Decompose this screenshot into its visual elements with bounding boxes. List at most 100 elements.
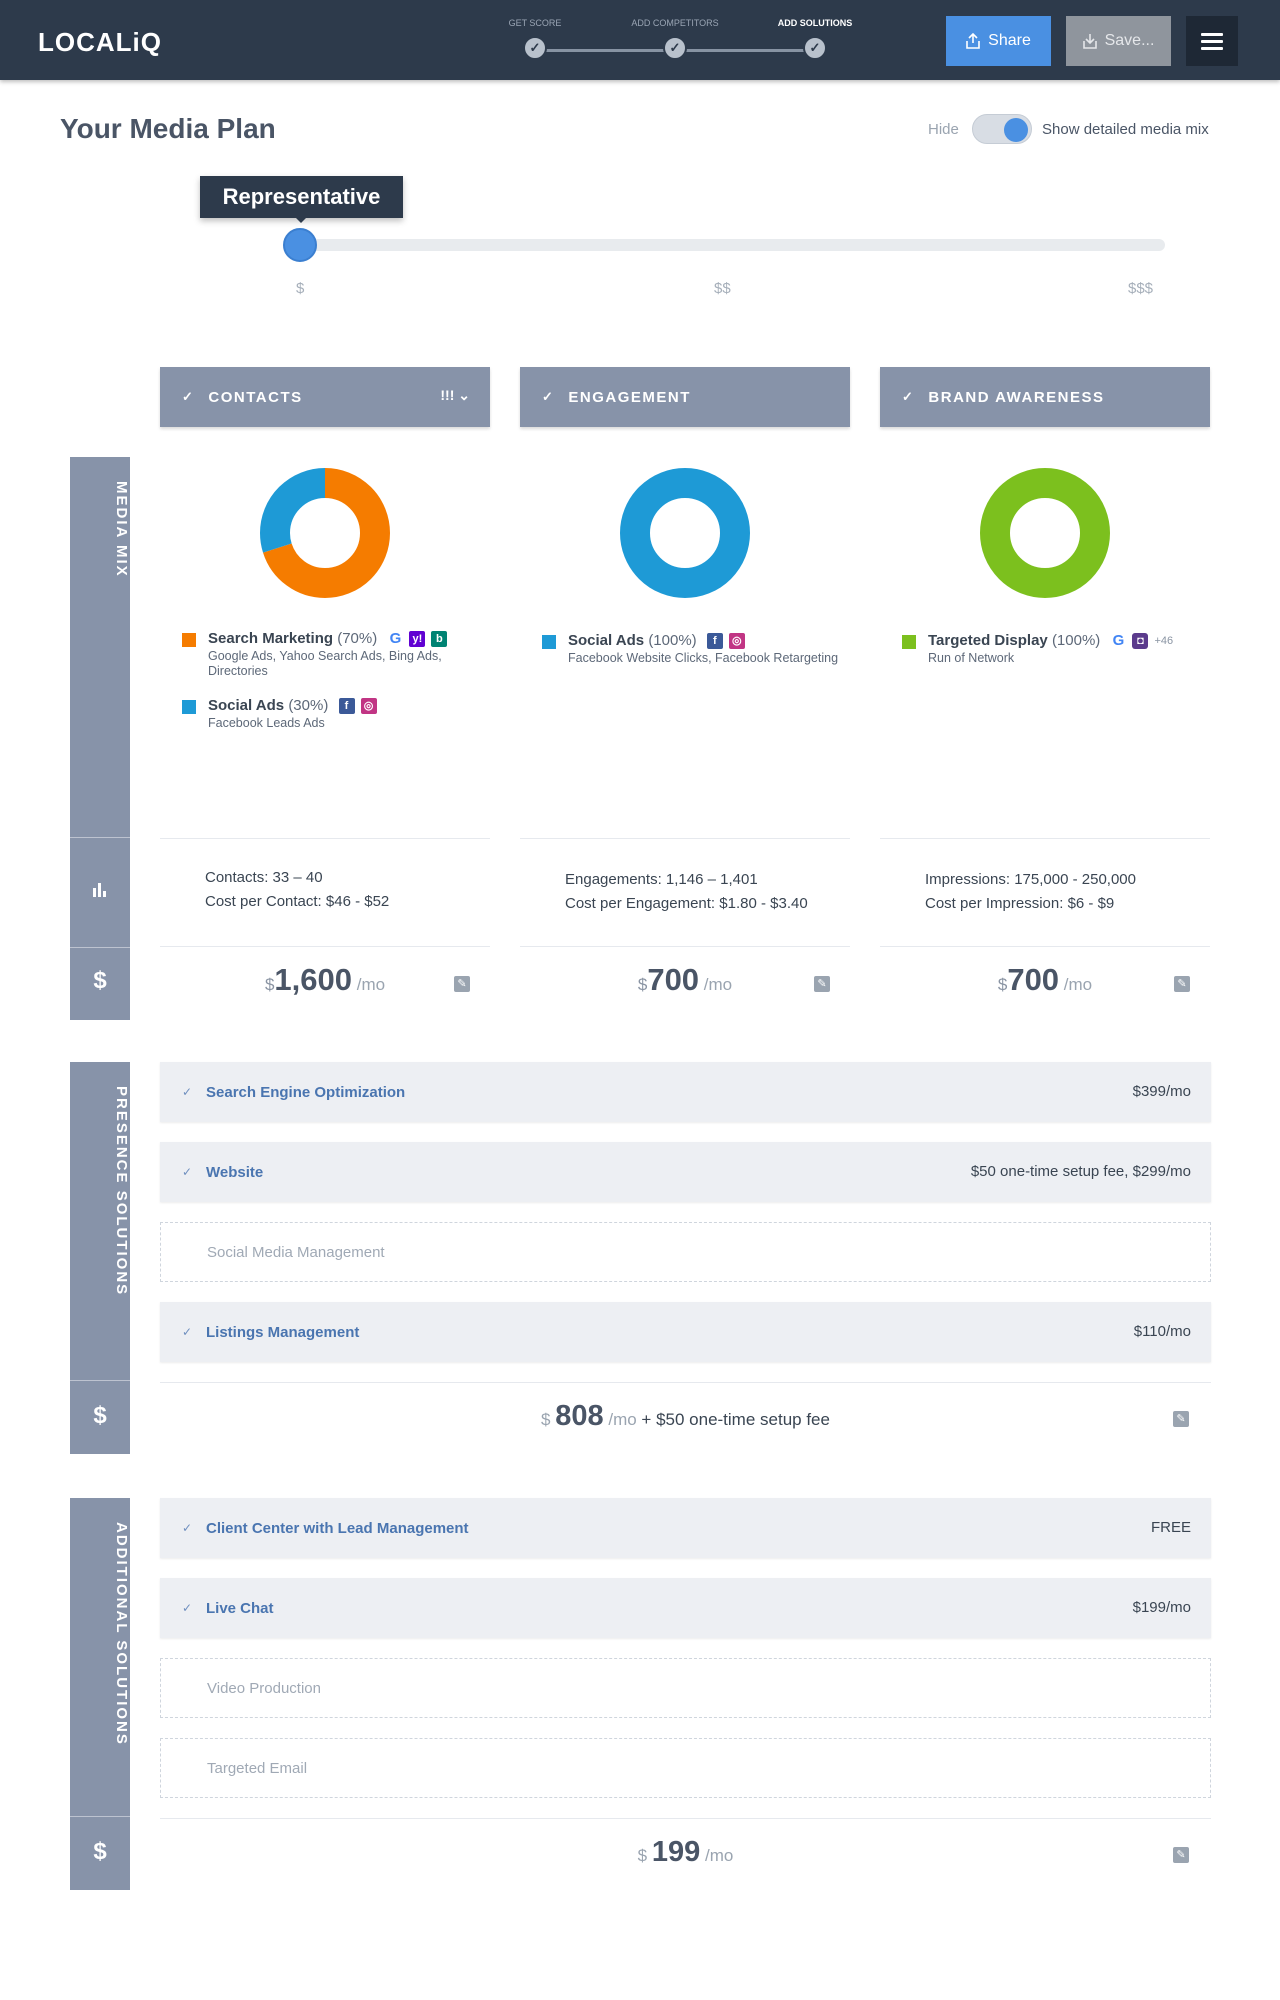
edit-icon[interactable]: ✎ <box>454 976 470 992</box>
budget-slider-thumb[interactable] <box>283 228 317 262</box>
edit-icon[interactable]: ✎ <box>814 976 830 992</box>
solution-social-media-management[interactable]: ✓ Social Media Management <box>160 1222 1211 1282</box>
budget-slider-track[interactable] <box>290 239 1165 251</box>
check-icon: ✓ <box>182 389 195 404</box>
check-icon: ✓ <box>523 36 547 60</box>
more-brands-count[interactable]: +46 <box>1154 635 1174 648</box>
total-amount: 199 <box>651 1836 701 1868</box>
top-bar: LOCALiQ GET SCORE ✓ ADD COMPETITORS ✓ AD… <box>0 0 1280 80</box>
step-label: ADD COMPETITORS <box>631 18 719 28</box>
share-button[interactable]: Share <box>946 16 1051 66</box>
legend-name: Social Ads <box>568 632 645 649</box>
legend-name: Social Ads <box>208 697 285 715</box>
yahoo-icon: y! <box>409 631 426 648</box>
facebook-icon: f <box>706 633 723 650</box>
stat-label: Cost per Contact: <box>205 893 322 910</box>
solution-cost: FREE <box>1150 1519 1191 1536</box>
stat-value: 175,000 - 250,000 <box>1014 871 1136 888</box>
presence-section-label: PRESENCE SOLUTIONS $ <box>70 1062 130 1454</box>
solution-name: Client Center with Lead Management <box>206 1519 469 1537</box>
share-icon <box>966 33 980 49</box>
price-amount: 700 <box>647 962 700 997</box>
instagram-icon: ◎ <box>728 633 745 650</box>
legend-swatch <box>542 635 556 649</box>
check-icon: ✓ <box>182 1601 193 1615</box>
column-brand-awareness: Targeted Display (100%) G ◘ +46 Run of Net… <box>880 440 1210 1020</box>
instagram-icon: ◎ <box>360 698 377 715</box>
legend-sub: Facebook Website Clicks, Facebook Retarg… <box>568 651 839 666</box>
total-per: /mo <box>704 1846 734 1865</box>
check-icon: ✓ <box>182 1521 193 1535</box>
brand-awareness-stats: Impressions: 175,000 - 250,000 Cost per … <box>925 868 1136 916</box>
column-header-contacts[interactable]: ✓ CONTACTS !!! ⌄ <box>160 367 490 427</box>
check-icon: ✓ <box>182 1085 193 1099</box>
column-header-label: ENGAGEMENT <box>568 388 691 406</box>
column-header-engagement[interactable]: ✓ ENGAGEMENT <box>520 367 850 427</box>
price-per: /mo <box>1063 975 1093 994</box>
stat-label: Cost per Engagement: <box>565 895 716 912</box>
legend-sub: Facebook Leads Ads <box>208 716 325 731</box>
donut-slice-2 <box>260 468 390 598</box>
media-mix-toggle[interactable] <box>972 114 1032 144</box>
column-header-label: BRAND AWARENESS <box>928 388 1105 406</box>
engagement-price: $700 /mo <box>637 962 733 997</box>
solution-cost: $399/mo <box>1132 1083 1191 1100</box>
chevron-down-icon: ⌄ <box>458 387 470 403</box>
solution-name: Live Chat <box>206 1599 274 1617</box>
stat-label: Contacts: <box>205 869 269 886</box>
dollar-icon: $ <box>93 967 107 994</box>
solution-website[interactable]: ✓ Website $50 one-time setup fee, $299/m… <box>160 1142 1211 1202</box>
column-header-brand-awareness[interactable]: ✓ BRAND AWARENESS <box>880 367 1210 427</box>
step-label: ADD SOLUTIONS <box>777 18 853 28</box>
share-label: Share <box>988 32 1031 49</box>
legend-item-social-ads: Social Ads (100%) f ◎ Facebook Website Cl… <box>542 632 842 666</box>
bar-chart-icon <box>70 877 130 905</box>
solution-client-center[interactable]: ✓ Client Center with Lead Management FRE… <box>160 1498 1211 1558</box>
total-amount: 808 <box>555 1400 604 1432</box>
download-icon <box>1082 34 1097 49</box>
step-add-solutions[interactable]: ADD SOLUTIONS ✓ <box>760 16 870 60</box>
additional-total: $ 199 /mo <box>637 1836 734 1868</box>
step-add-competitors[interactable]: ADD COMPETITORS ✓ <box>620 16 730 60</box>
additional-section-label: ADDITIONAL SOLUTIONS $ <box>70 1498 130 1890</box>
engagement-donut-chart <box>620 468 750 598</box>
legend-item-targeted-display: Targeted Display (100%) G ◘ +46 Run of Net… <box>902 632 1202 666</box>
solution-live-chat[interactable]: ✓ Live Chat $199/mo <box>160 1578 1211 1638</box>
check-icon: ✓ <box>182 1165 193 1179</box>
google-icon: G <box>1112 632 1125 650</box>
solution-listings-management[interactable]: ✓ Listings Management $110/mo <box>160 1302 1211 1362</box>
solution-name: Social Media Management <box>207 1243 385 1261</box>
facebook-icon: f <box>338 698 355 715</box>
toggle-off-label[interactable]: Hide <box>928 121 959 138</box>
dollar-icon: $ <box>93 1402 107 1429</box>
legend-sub: Google Ads, Yahoo Search Ads, Bing Ads, … <box>208 649 442 679</box>
solution-targeted-email[interactable]: ✓ Targeted Email <box>160 1738 1211 1798</box>
price-amount: 700 <box>1007 962 1060 997</box>
legend-pct: (100%) <box>1051 632 1101 649</box>
slider-tick-high: $$$ <box>1128 280 1154 297</box>
save-button[interactable]: Save... <box>1066 16 1171 66</box>
solution-name: Targeted Email <box>207 1759 308 1777</box>
step-get-score[interactable]: GET SCORE ✓ <box>480 16 590 60</box>
donut-slice-1 <box>620 468 750 598</box>
edit-icon[interactable]: ✎ <box>1173 1411 1189 1427</box>
edit-icon[interactable]: ✎ <box>1173 1847 1189 1863</box>
brand-awareness-donut-chart <box>980 468 1110 598</box>
stat-value: $46 - $52 <box>325 893 390 910</box>
check-icon: ✓ <box>542 389 555 404</box>
toggle-knob <box>1004 118 1028 142</box>
column-engagement: Social Ads (100%) f ◎ Facebook Website Cl… <box>520 440 850 1020</box>
additional-label: ADDITIONAL SOLUTIONS <box>113 1522 130 1746</box>
check-icon: ✓ <box>182 1325 193 1339</box>
toggle-on-label[interactable]: Show detailed media mix <box>1042 121 1209 138</box>
solution-video-production[interactable]: ✓ Video Production <box>160 1658 1211 1718</box>
alert-dropdown[interactable]: !!! ⌄ <box>440 387 470 403</box>
solution-name: Website <box>206 1163 264 1181</box>
stat-value: 33 – 40 <box>272 869 323 886</box>
menu-button[interactable] <box>1186 16 1238 66</box>
solution-seo[interactable]: ✓ Search Engine Optimization $399/mo <box>160 1062 1211 1122</box>
edit-icon[interactable]: ✎ <box>1174 976 1190 992</box>
page-title: Your Media Plan <box>60 113 276 144</box>
slider-tooltip: Representative <box>200 176 403 218</box>
